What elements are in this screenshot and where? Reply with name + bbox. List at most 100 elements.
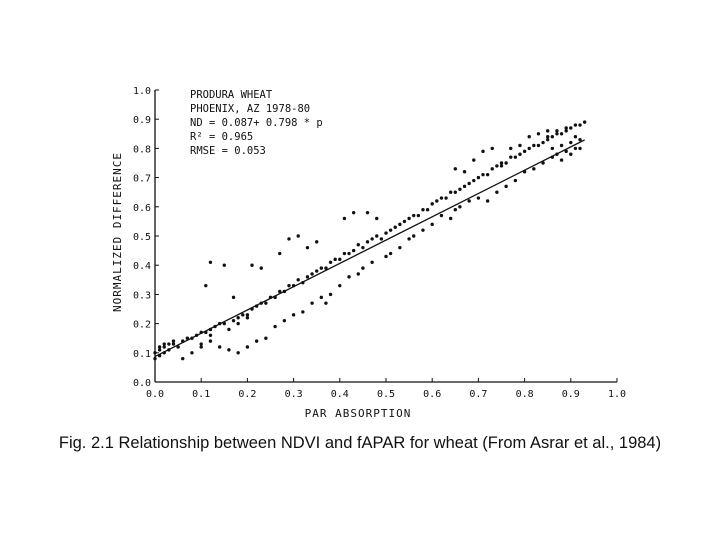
data-point bbox=[245, 316, 250, 320]
y-tick-label: 0.1 bbox=[133, 349, 151, 360]
data-point bbox=[157, 348, 162, 352]
data-point bbox=[402, 219, 407, 224]
data-point bbox=[227, 327, 231, 332]
data-point bbox=[467, 181, 471, 186]
data-point bbox=[448, 190, 453, 194]
data-point bbox=[305, 245, 310, 250]
data-point bbox=[504, 161, 508, 165]
data-point bbox=[398, 245, 402, 250]
data-point bbox=[407, 216, 411, 221]
data-point bbox=[448, 216, 453, 221]
data-point bbox=[199, 342, 203, 346]
data-point bbox=[550, 135, 555, 139]
data-point bbox=[559, 143, 564, 148]
y-tick-label: 0.3 bbox=[133, 290, 151, 301]
data-point bbox=[351, 210, 356, 215]
data-point bbox=[185, 336, 190, 340]
data-point bbox=[421, 208, 425, 212]
data-point bbox=[481, 149, 485, 154]
data-point bbox=[476, 175, 481, 180]
x-tick-label: 0.6 bbox=[423, 389, 441, 400]
data-point bbox=[379, 237, 384, 241]
data-point bbox=[481, 172, 485, 177]
data-point bbox=[328, 292, 333, 297]
data-point bbox=[582, 120, 587, 124]
data-point bbox=[472, 158, 476, 162]
data-point bbox=[546, 129, 550, 133]
figure-caption: Fig. 2.1 Relationship between NDVI and f… bbox=[58, 434, 662, 452]
data-points bbox=[153, 120, 587, 361]
x-tick-label: 0.4 bbox=[331, 389, 349, 400]
data-point bbox=[356, 243, 360, 247]
data-point bbox=[254, 339, 259, 343]
data-point bbox=[435, 199, 439, 203]
data-point bbox=[245, 313, 250, 317]
data-point bbox=[361, 266, 365, 270]
data-point bbox=[370, 237, 374, 241]
data-point bbox=[273, 324, 277, 329]
x-tick-label: 0.2 bbox=[238, 389, 256, 400]
y-axis-label: NORMALIZED DIFFERENCE bbox=[111, 152, 124, 312]
fit-line bbox=[154, 139, 585, 358]
data-point bbox=[472, 178, 476, 183]
x-axis-label: PAR ABSORPTION bbox=[305, 407, 412, 420]
data-point bbox=[573, 135, 578, 139]
x-tick-label: 0.3 bbox=[285, 389, 303, 400]
x-tick-label: 0.8 bbox=[516, 389, 534, 400]
data-point bbox=[208, 333, 213, 337]
data-point bbox=[157, 345, 162, 349]
y-tick-label: 0.5 bbox=[133, 232, 151, 243]
x-tick-label: 0.7 bbox=[469, 389, 487, 400]
data-point bbox=[573, 146, 578, 151]
data-point bbox=[388, 251, 393, 256]
data-point bbox=[245, 345, 250, 349]
data-point bbox=[356, 272, 360, 276]
data-point bbox=[153, 351, 157, 355]
y-tick-label: 0.0 bbox=[133, 378, 151, 389]
data-point bbox=[162, 345, 166, 349]
data-point bbox=[509, 146, 513, 151]
y-tick-label: 0.6 bbox=[133, 203, 151, 214]
data-point bbox=[347, 251, 351, 256]
data-point bbox=[181, 356, 185, 361]
data-point bbox=[541, 161, 545, 165]
data-point bbox=[153, 356, 157, 361]
data-point bbox=[430, 222, 434, 227]
data-point bbox=[569, 140, 573, 145]
data-point bbox=[305, 275, 310, 279]
data-point bbox=[569, 126, 573, 130]
data-point bbox=[532, 143, 536, 148]
data-point bbox=[573, 123, 578, 127]
data-point bbox=[578, 146, 582, 151]
regression-line bbox=[154, 139, 585, 358]
data-point bbox=[370, 260, 374, 264]
data-point bbox=[319, 266, 324, 270]
data-point bbox=[171, 339, 176, 343]
data-point bbox=[375, 216, 379, 221]
data-point bbox=[222, 263, 226, 267]
data-point bbox=[278, 251, 282, 256]
data-point bbox=[199, 345, 203, 349]
data-point bbox=[495, 164, 499, 168]
data-point bbox=[499, 161, 504, 165]
data-point bbox=[231, 295, 236, 300]
data-point bbox=[546, 137, 550, 142]
data-point bbox=[375, 234, 379, 238]
data-point bbox=[532, 167, 536, 171]
data-point bbox=[398, 222, 402, 227]
data-point bbox=[264, 301, 268, 305]
data-point bbox=[559, 132, 564, 136]
data-point bbox=[310, 272, 314, 276]
data-point bbox=[310, 301, 314, 305]
data-point bbox=[301, 310, 305, 314]
data-point bbox=[518, 152, 522, 156]
data-point bbox=[208, 260, 213, 264]
data-point bbox=[176, 345, 180, 349]
annotation-line: ND = 0.087+ 0.798 * p bbox=[190, 117, 323, 129]
data-point bbox=[476, 196, 481, 200]
annotation-block: PRODURA WHEAT PHOENIX, AZ 1978-80 ND = 0.0… bbox=[190, 89, 323, 157]
data-point bbox=[333, 257, 337, 262]
data-point bbox=[430, 202, 434, 206]
data-point bbox=[458, 205, 462, 209]
data-point bbox=[550, 146, 555, 151]
